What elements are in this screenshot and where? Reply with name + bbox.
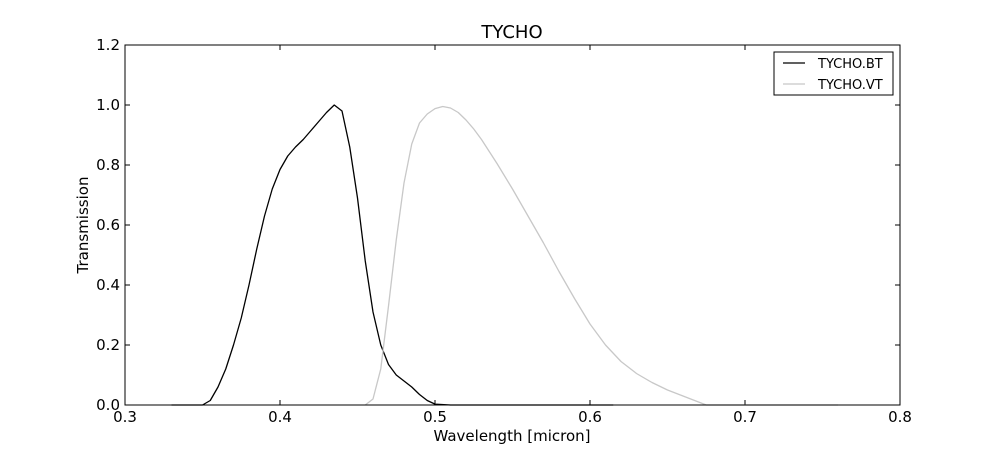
x-tick-label: 0.5 — [423, 408, 447, 426]
y-tick-label: 0.2 — [96, 336, 120, 354]
legend-box — [773, 51, 894, 96]
series-line-tycho-bt — [171, 104, 614, 406]
x-tick-label: 0.6 — [578, 408, 602, 426]
x-tick-label: 0.7 — [733, 408, 757, 426]
chart-title: TYCHO — [480, 22, 542, 43]
plot-frame — [124, 44, 901, 406]
y-tick-label: 1.0 — [96, 96, 120, 114]
legend-label-tycho-bt: TYCHO.BT — [817, 57, 883, 72]
x-tick-label: 0.3 — [113, 408, 137, 426]
x-tick-label: 0.8 — [888, 408, 912, 426]
series-lines — [171, 104, 838, 406]
series-line-tycho-vt — [364, 105, 838, 406]
y-tick-label: 0.6 — [96, 216, 120, 234]
legend: TYCHO.BT TYCHO.VT — [773, 51, 894, 96]
x-tick-label: 0.4 — [268, 408, 292, 426]
y-tick-label: 0.0 — [96, 396, 120, 414]
y-tick-label: 1.2 — [96, 36, 120, 54]
y-tick-label: 0.4 — [96, 276, 120, 294]
x-axis-label: Wavelength [micron] — [433, 427, 590, 445]
legend-label-tycho-vt: TYCHO.VT — [817, 78, 883, 93]
y-tick-label: 0.8 — [96, 156, 120, 174]
axis-ticks: 0.3 0.4 0.5 0.6 0.7 0.8 0.0 0.2 0.4 0.6 0.8 1.0 1.2 — [96, 36, 912, 426]
y-axis-label: Transmission — [74, 177, 92, 275]
